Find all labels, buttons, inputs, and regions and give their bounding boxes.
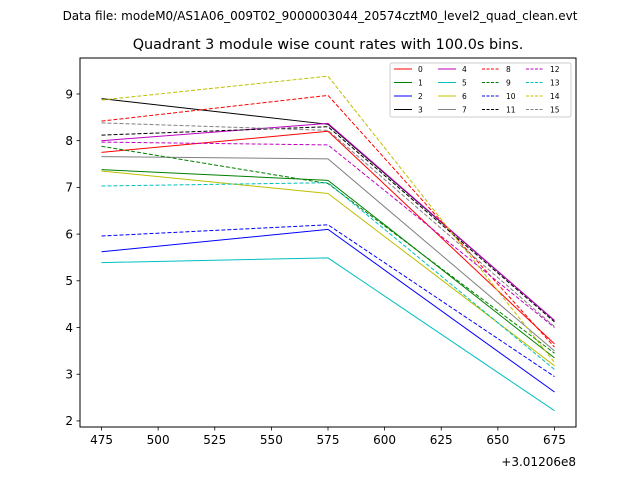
y-tick-label: 8	[65, 134, 73, 148]
y-tick-label: 6	[65, 227, 73, 241]
legend-label-0: 0	[418, 65, 423, 74]
legend-label-6: 6	[462, 92, 467, 101]
legend-label-5: 5	[462, 79, 467, 88]
series-line-1	[101, 169, 555, 359]
series-layer	[101, 75, 555, 412]
chart-title: Quadrant 3 module wise count rates with …	[133, 37, 524, 53]
x-tick-label: 525	[203, 433, 226, 447]
y-tick-label: 5	[65, 274, 73, 288]
legend-label-13: 13	[550, 79, 560, 88]
legend-label-15: 15	[550, 106, 560, 115]
legend-label-2: 2	[418, 92, 423, 101]
legend-label-8: 8	[506, 65, 511, 74]
plot-area	[80, 58, 576, 427]
series-line-14	[101, 75, 555, 363]
legend-label-7: 7	[462, 106, 467, 115]
legend-label-14: 14	[550, 92, 560, 101]
series-line-13	[101, 182, 555, 370]
y-tick-label: 7	[65, 181, 73, 195]
series-line-7	[101, 156, 555, 352]
legend-label-1: 1	[418, 79, 423, 88]
series-line-15	[101, 122, 555, 327]
series-line-9	[101, 145, 555, 354]
axis-layer: 475 500 525 550 575 600 625 650 675 2 3 4 5 6 7 8 9	[65, 87, 566, 447]
x-tick-label: 600	[373, 433, 396, 447]
legend-label-3: 3	[418, 106, 423, 115]
y-tick-label: 2	[65, 414, 73, 428]
x-tick-label: 650	[486, 433, 509, 447]
x-tick-label: 475	[90, 433, 113, 447]
y-tick-label: 4	[65, 321, 73, 335]
legend-label-10: 10	[506, 92, 516, 101]
x-offset-label: +3.01206e8	[501, 455, 576, 469]
series-line-6	[101, 170, 555, 367]
figure-suptitle: Data file: modeM0/AS1A06_009T02_90000030…	[63, 9, 578, 23]
legend-label-4: 4	[462, 65, 467, 74]
series-line-8	[101, 94, 555, 348]
y-tick-label: 9	[65, 87, 73, 101]
legend-label-12: 12	[550, 65, 560, 74]
series-line-11	[101, 126, 555, 323]
series-line-10	[101, 224, 555, 378]
plot-frame	[79, 57, 577, 428]
legend-label-11: 11	[506, 106, 516, 115]
series-line-5	[101, 257, 555, 412]
legend-label-9: 9	[506, 79, 511, 88]
x-tick-label: 500	[147, 433, 170, 447]
x-tick-label: 575	[317, 433, 340, 447]
x-tick-label: 625	[430, 433, 453, 447]
y-tick-label: 3	[65, 368, 73, 382]
series-line-4	[101, 122, 555, 321]
legend-box	[389, 62, 572, 118]
series-line-2	[101, 228, 555, 393]
series-line-0	[101, 130, 555, 345]
x-tick-label: 675	[543, 433, 566, 447]
x-tick-label: 550	[260, 433, 283, 447]
